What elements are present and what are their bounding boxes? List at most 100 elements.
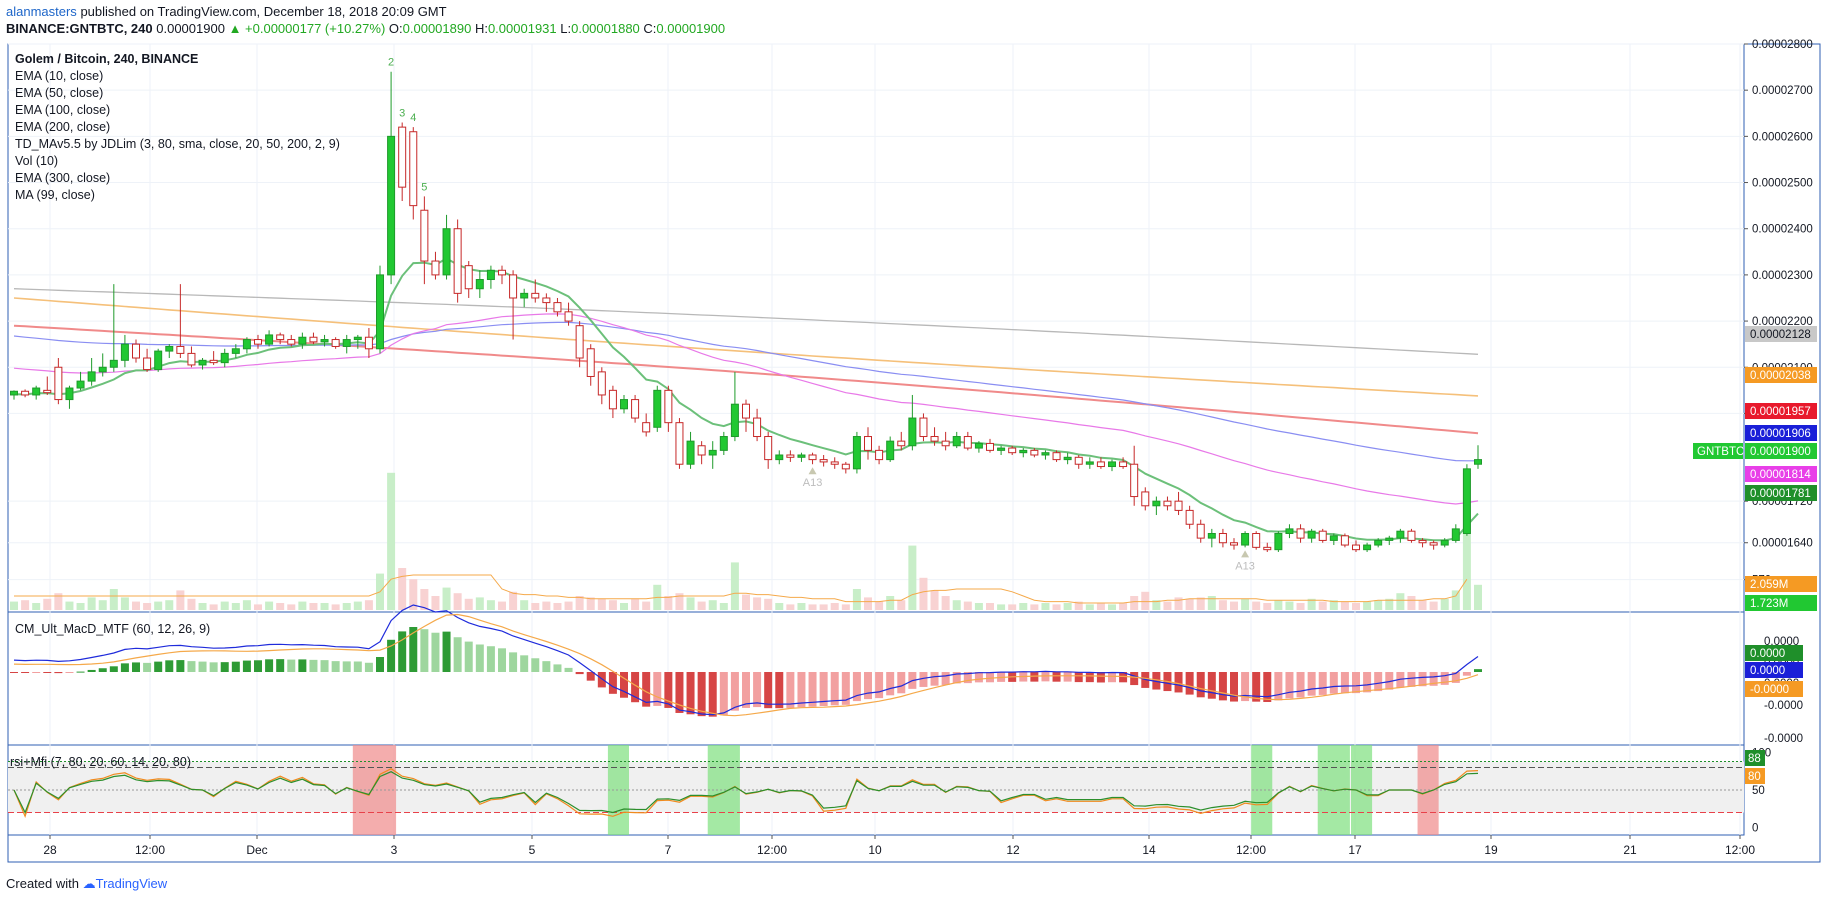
candle-body bbox=[642, 422, 651, 433]
rsi-value-tag bbox=[1745, 768, 1765, 784]
volume-bar bbox=[1241, 598, 1250, 610]
candle-body bbox=[398, 126, 407, 188]
td-marker bbox=[1241, 550, 1250, 558]
volume-bar bbox=[1374, 600, 1383, 610]
volume-bar bbox=[1218, 600, 1227, 610]
macd-histogram-bar bbox=[54, 672, 63, 674]
publish-text: published on TradingView.com, December 1… bbox=[80, 4, 447, 19]
time-axis-label: 21 bbox=[1623, 843, 1637, 857]
macd-histogram-bar bbox=[1263, 672, 1272, 702]
volume-bar bbox=[852, 589, 861, 610]
legend-item[interactable]: Golem / Bitcoin, 240, BINANCE bbox=[15, 52, 199, 66]
candle-body bbox=[1340, 535, 1349, 546]
time-axis-label: 12:00 bbox=[1725, 843, 1755, 857]
macd-histogram-bar bbox=[886, 672, 895, 696]
legend-item[interactable]: EMA (10, close) bbox=[15, 69, 104, 83]
candle-body bbox=[1374, 539, 1383, 546]
candle-body bbox=[364, 336, 373, 350]
volume-bar bbox=[509, 591, 518, 610]
candle-body bbox=[120, 343, 129, 361]
price-axis-label: 0.00002500 bbox=[1752, 178, 1813, 190]
macd-histogram-bar bbox=[387, 639, 396, 672]
volume-bar bbox=[387, 472, 396, 610]
legend-item[interactable]: EMA (300, close) bbox=[15, 171, 111, 185]
macd-histogram-bar bbox=[1462, 672, 1471, 676]
macd-histogram-bar bbox=[1274, 672, 1283, 701]
legend-item[interactable]: Vol (10) bbox=[15, 154, 59, 168]
candle-body bbox=[963, 436, 972, 449]
candle-body bbox=[631, 399, 640, 419]
candle-body bbox=[1396, 530, 1405, 539]
volume-bar bbox=[1352, 603, 1360, 610]
candle-body bbox=[1385, 537, 1394, 541]
candle-body bbox=[753, 417, 762, 438]
price-tag-label: 0.00002128 bbox=[1750, 329, 1811, 341]
candle-body bbox=[1241, 532, 1250, 546]
time-axis-label: 12 bbox=[1006, 843, 1020, 857]
volume-bar bbox=[1041, 603, 1050, 610]
candle-body bbox=[941, 440, 950, 447]
legend-item[interactable]: EMA (100, close) bbox=[15, 103, 111, 117]
macd-histogram-bar bbox=[265, 659, 274, 672]
macd-histogram-bar bbox=[254, 660, 262, 672]
price-axis-label: 0.00002400 bbox=[1752, 224, 1813, 236]
candle-body bbox=[719, 436, 728, 451]
volume-bar bbox=[642, 601, 651, 610]
legend-item[interactable]: EMA (200, close) bbox=[15, 120, 111, 134]
volume-bar bbox=[109, 589, 118, 610]
rsi-value-tag bbox=[1745, 750, 1765, 766]
volume-bar bbox=[32, 603, 41, 610]
legend-item[interactable]: TD_MAv5.5 by JDLim (3, 80, sma, close, 2… bbox=[15, 137, 340, 151]
td-count-label: 3 bbox=[399, 108, 405, 120]
macd-histogram-bar bbox=[1241, 672, 1250, 702]
author-link[interactable]: alanmasters bbox=[6, 4, 77, 19]
candle-body bbox=[997, 447, 1006, 451]
volume-bar bbox=[486, 600, 495, 610]
volume-bar bbox=[597, 598, 606, 610]
volume-bar bbox=[165, 600, 174, 610]
candle-body bbox=[620, 399, 628, 410]
ema10-line bbox=[13, 257, 1479, 542]
volume-bar bbox=[930, 590, 939, 610]
candle-body bbox=[109, 359, 118, 368]
macd-histogram-bar bbox=[930, 672, 939, 686]
candle-body bbox=[564, 311, 573, 322]
volume-bar bbox=[1329, 600, 1338, 610]
volume-bar bbox=[87, 597, 96, 610]
macd-histogram-bar bbox=[1030, 672, 1039, 682]
macd-histogram-bar bbox=[653, 672, 662, 706]
volume-ma-line bbox=[14, 574, 1468, 604]
price-tag bbox=[1745, 485, 1817, 501]
macd-histogram-bar bbox=[730, 672, 739, 711]
macd-histogram-bar bbox=[1363, 672, 1372, 693]
legend-item[interactable]: EMA (50, close) bbox=[15, 86, 104, 100]
volume-bar bbox=[1418, 600, 1427, 610]
candle-body bbox=[930, 436, 939, 442]
macd-histogram-bar bbox=[65, 672, 74, 673]
macd-histogram-bar bbox=[21, 672, 30, 673]
legend-item[interactable]: MA (99, close) bbox=[15, 188, 95, 202]
macd-histogram-bar bbox=[420, 629, 429, 672]
volume-bar bbox=[974, 603, 983, 610]
last-price: 0.00001900 bbox=[156, 21, 225, 36]
volume-bar bbox=[1185, 598, 1194, 610]
rsi-value-label: 80 bbox=[1748, 771, 1761, 783]
candle-body bbox=[952, 436, 961, 447]
volume-bar bbox=[753, 597, 762, 610]
macd-histogram-bar bbox=[675, 672, 684, 713]
price-tag-label: 0.00001906 bbox=[1750, 428, 1811, 440]
macd-pane-label[interactable]: CM_Ult_MacD_MTF (60, 12, 26, 9) bbox=[15, 622, 211, 636]
time-axis-label: 19 bbox=[1484, 843, 1498, 857]
volume-bar bbox=[209, 604, 218, 610]
rsi-pane-label[interactable]: rsi+Mfi (7, 80, 20, 60, 14, 20, 80) bbox=[10, 755, 191, 769]
candle-body bbox=[675, 422, 684, 465]
time-axis-label: 3 bbox=[391, 843, 398, 857]
macd-histogram-bar bbox=[520, 655, 529, 672]
tradingview-link[interactable]: TradingView bbox=[95, 876, 168, 891]
volume-bar bbox=[242, 600, 251, 610]
price-tag bbox=[1745, 443, 1817, 459]
candle-body bbox=[1252, 532, 1261, 548]
price-axis-label: 0.00002600 bbox=[1752, 131, 1813, 143]
td-count-label: A13 bbox=[803, 477, 823, 489]
